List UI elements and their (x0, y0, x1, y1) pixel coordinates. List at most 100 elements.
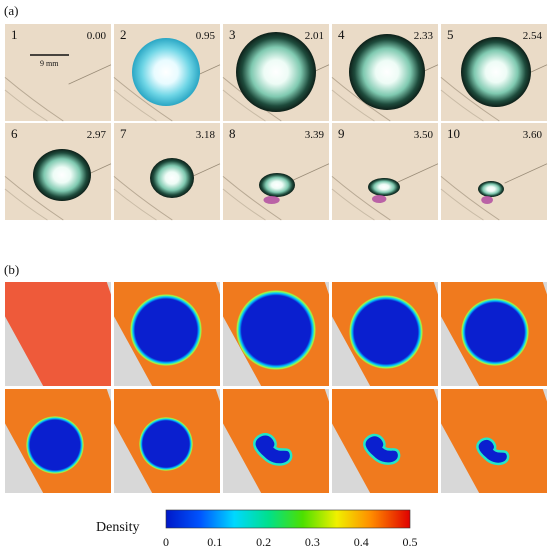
frame-number: 1 (11, 27, 18, 42)
photo-frame: 10 3.60 (440, 123, 548, 221)
wall-region (215, 389, 220, 402)
electrode-line (4, 188, 48, 221)
simulation-frame (223, 389, 329, 493)
simulation-frame (223, 282, 329, 386)
electrode-line (440, 175, 500, 221)
simulation-frame (114, 389, 220, 493)
electrode-line (113, 89, 157, 122)
photo-frame: 9 3.50 (331, 123, 439, 221)
colorbar-title: Density (96, 520, 140, 535)
frame-number: 8 (229, 126, 236, 141)
wall-region (106, 389, 111, 402)
simulation-frame-grid (5, 282, 547, 493)
frame-number: 10 (447, 126, 460, 141)
colorbar-tick-label: 0.1 (207, 535, 222, 549)
wire-line (395, 163, 439, 184)
bubble-density (349, 295, 423, 369)
colorbar-tick-label: 0.5 (403, 535, 418, 549)
wire-line (68, 64, 112, 85)
photo-frame: 2 0.95 (113, 24, 221, 122)
electrode-line (222, 89, 266, 122)
photo-frame: 7 3.18 (113, 123, 221, 221)
bubble-density (253, 433, 293, 466)
photo-frame: 3 2.01 (222, 24, 330, 122)
bubble-density (26, 416, 84, 474)
wall-region (433, 389, 438, 402)
electrode-line (4, 175, 64, 221)
photo-frame: 1 0.00 9 mm (4, 24, 112, 122)
colorbar-tick-label: 0.2 (256, 535, 271, 549)
frame-time: 3.50 (414, 129, 434, 141)
bubble-density (130, 294, 202, 366)
frame-time: 3.18 (196, 129, 216, 141)
bubble (33, 149, 91, 201)
bubble (259, 173, 295, 197)
bubble (236, 32, 316, 112)
bubble-density (139, 417, 193, 471)
bubble-density (236, 290, 316, 370)
frame-number: 9 (338, 126, 345, 141)
frame-number: 7 (120, 126, 127, 141)
frame-time: 0.00 (87, 30, 107, 42)
scale-bar-label: 9 mm (40, 59, 59, 68)
bubble-residue (263, 196, 280, 204)
simulation-frame (332, 389, 438, 493)
wall-region (324, 282, 329, 295)
colorbar-tick-label: 0.3 (305, 535, 320, 549)
frame-time: 0.95 (196, 30, 216, 42)
colorbar-tick-label: 0 (163, 535, 169, 549)
bubble-density (363, 433, 401, 465)
simulation-frame (441, 282, 547, 386)
bubble-residue (481, 196, 493, 204)
colorbar-gradient (165, 509, 411, 529)
frame-number: 4 (338, 27, 345, 42)
frame-number: 6 (11, 126, 18, 141)
frame-number: 3 (229, 27, 236, 42)
simulation-frame (5, 389, 111, 493)
frame-time: 2.54 (523, 30, 543, 42)
electrode-line (331, 89, 375, 122)
electrode-line (331, 188, 375, 221)
bubble (461, 37, 531, 107)
frame-number: 2 (120, 27, 127, 42)
photo-frame-grid: 1 0.009 mm2 0.95 3 2.01 4 2.33 5 2.546 2.97 7 3.18 8… (4, 24, 548, 221)
electrode-line (113, 188, 157, 221)
frame-time: 3.60 (523, 129, 543, 141)
photo-frame: 6 2.97 (4, 123, 112, 221)
bubble-density (476, 437, 510, 466)
wall-region (542, 282, 547, 295)
wall-region (215, 282, 220, 295)
bubble (349, 34, 425, 110)
frame-time: 2.33 (414, 30, 434, 42)
electrode-line (440, 188, 484, 221)
bubble-residue (372, 195, 387, 203)
electrode-line (222, 175, 282, 221)
simulation-frame (332, 282, 438, 386)
photo-frame: 5 2.54 (440, 24, 548, 122)
frame-time: 2.01 (305, 30, 324, 42)
electrode-line (4, 76, 64, 122)
bubble (368, 178, 400, 196)
electrode-line (331, 175, 391, 221)
bubble-density (461, 298, 529, 366)
electrode-line (440, 76, 500, 122)
electrode-line (4, 89, 48, 122)
electrode-line (331, 76, 391, 122)
frame-number: 5 (447, 27, 454, 42)
density-colorbar: Density 0 0.1 0.2 0.3 0.4 0.5 (96, 509, 418, 549)
electrode-line (113, 76, 173, 122)
colorbar-tick-label: 0.4 (354, 535, 369, 549)
wall-region (542, 389, 547, 402)
simulation-frame (5, 282, 111, 386)
wall-region (106, 282, 111, 295)
simulation-frame (114, 282, 220, 386)
photo-frame: 8 3.39 (222, 123, 330, 221)
bubble (478, 181, 504, 197)
bubble (150, 158, 194, 198)
panel-b-label: (b) (4, 262, 19, 277)
wall-region (324, 389, 329, 402)
simulation-frame (441, 389, 547, 493)
colorbar-ticks: 0 0.1 0.2 0.3 0.4 0.5 (163, 535, 418, 549)
frame-time: 3.39 (305, 129, 325, 141)
